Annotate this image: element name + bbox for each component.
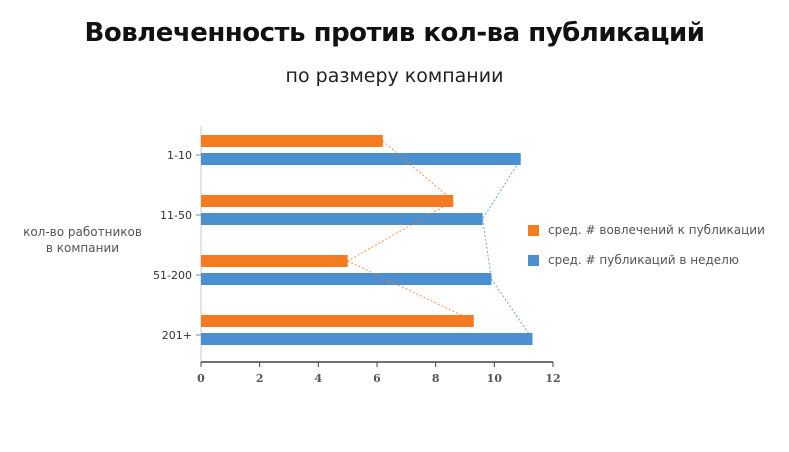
bar-posts-1-10 — [201, 153, 521, 165]
legend-label: сред. # вовлечений к публикации — [548, 223, 765, 237]
x-tick-label: 4 — [315, 372, 323, 385]
legend-label: сред. # публикаций в неделю — [548, 253, 739, 267]
connector-line — [347, 260, 475, 322]
connector-line — [382, 140, 454, 202]
bar-posts-51-200 — [201, 273, 492, 285]
connector-line — [482, 218, 492, 280]
chart-title: Вовлеченность против кол-ва публикаций — [84, 18, 705, 48]
legend-swatch — [528, 224, 539, 236]
x-tick-label: 2 — [256, 372, 264, 385]
bar-engagement-1-10 — [201, 135, 383, 147]
y-axis-label-line: кол-во работников — [23, 225, 142, 239]
legend-item: сред. # публикаций в неделю — [528, 251, 765, 269]
x-tick-label: 12 — [545, 372, 560, 385]
connector-line — [482, 158, 522, 220]
x-tick-label: 8 — [432, 372, 440, 385]
legend: сред. # вовлечений к публикации сред. # п… — [528, 221, 765, 281]
category-label: 51-200 — [153, 269, 192, 282]
connector-line — [490, 278, 533, 340]
connector-line — [347, 200, 454, 262]
y-axis-label: кол-во работников в компании — [10, 224, 155, 256]
bar-engagement-51-200 — [201, 255, 348, 267]
category-label: 201+ — [162, 329, 192, 342]
bar-engagement-201+ — [201, 315, 474, 327]
x-tick-label: 0 — [197, 372, 205, 385]
x-tick-label: 10 — [487, 372, 503, 385]
bar-posts-201+ — [201, 333, 533, 345]
bar-posts-11-50 — [201, 213, 483, 225]
x-tick-label: 6 — [373, 372, 381, 385]
category-label: 11-50 — [160, 209, 192, 222]
bar-engagement-11-50 — [201, 195, 454, 207]
legend-item: сред. # вовлечений к публикации — [528, 221, 765, 239]
legend-swatch — [528, 254, 539, 266]
y-axis-label-line: в компании — [45, 241, 120, 255]
category-label: 1-10 — [167, 149, 192, 162]
chart-subtitle: по размеру компании — [285, 65, 504, 87]
